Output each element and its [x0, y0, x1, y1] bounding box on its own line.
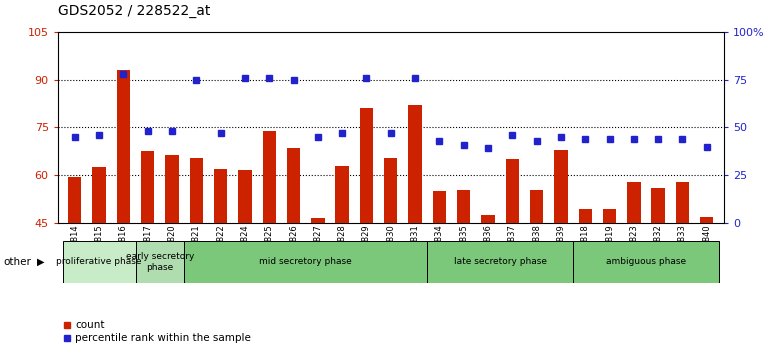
- Bar: [554, 150, 567, 223]
- Text: ambiguous phase: ambiguous phase: [606, 257, 686, 267]
- Bar: [628, 182, 641, 223]
- Bar: [68, 177, 82, 223]
- Bar: [92, 167, 105, 223]
- Bar: [214, 169, 227, 223]
- Bar: [287, 148, 300, 223]
- Bar: [263, 131, 276, 223]
- Text: mid secretory phase: mid secretory phase: [259, 257, 352, 267]
- Bar: [166, 154, 179, 223]
- Text: early secretory
phase: early secretory phase: [126, 252, 194, 272]
- Bar: [530, 190, 544, 223]
- Text: late secretory phase: late secretory phase: [454, 257, 547, 267]
- Bar: [651, 188, 665, 223]
- Text: proliferative phase: proliferative phase: [56, 257, 142, 267]
- Bar: [62, 241, 136, 283]
- Bar: [117, 70, 130, 223]
- Bar: [457, 190, 470, 223]
- Text: GDS2052 / 228522_at: GDS2052 / 228522_at: [58, 4, 210, 18]
- Bar: [573, 241, 719, 283]
- Bar: [238, 171, 252, 223]
- Bar: [189, 158, 203, 223]
- Text: other: other: [4, 257, 32, 267]
- Bar: [603, 209, 616, 223]
- Bar: [384, 158, 397, 223]
- Bar: [578, 209, 592, 223]
- Bar: [336, 166, 349, 223]
- Bar: [427, 241, 573, 283]
- Bar: [408, 105, 422, 223]
- Bar: [506, 159, 519, 223]
- Bar: [481, 215, 494, 223]
- Bar: [184, 241, 427, 283]
- Legend: count, percentile rank within the sample: count, percentile rank within the sample: [63, 320, 251, 343]
- Text: ▶: ▶: [37, 257, 45, 267]
- Bar: [141, 152, 154, 223]
- Bar: [136, 241, 184, 283]
- Bar: [700, 217, 714, 223]
- Bar: [360, 108, 373, 223]
- Bar: [311, 218, 324, 223]
- Bar: [433, 191, 446, 223]
- Bar: [676, 182, 689, 223]
